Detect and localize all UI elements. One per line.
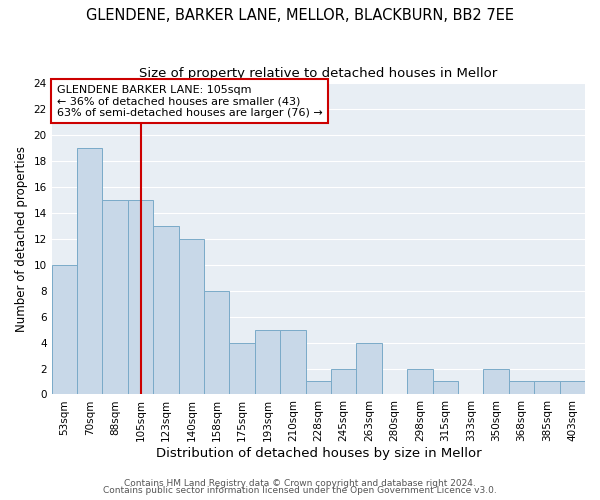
Title: Size of property relative to detached houses in Mellor: Size of property relative to detached ho…	[139, 68, 497, 80]
Bar	[128, 200, 153, 394]
Bar	[305, 382, 331, 394]
Bar	[204, 290, 229, 395]
Bar	[331, 368, 356, 394]
Text: GLENDENE, BARKER LANE, MELLOR, BLACKBURN, BB2 7EE: GLENDENE, BARKER LANE, MELLOR, BLACKBURN…	[86, 8, 514, 22]
Bar	[356, 342, 382, 394]
Bar	[534, 382, 560, 394]
Bar	[179, 239, 204, 394]
Text: GLENDENE BARKER LANE: 105sqm
← 36% of detached houses are smaller (43)
63% of se: GLENDENE BARKER LANE: 105sqm ← 36% of de…	[57, 84, 323, 118]
Bar	[484, 368, 509, 394]
Bar	[560, 382, 585, 394]
Bar	[407, 368, 433, 394]
Bar	[433, 382, 458, 394]
Text: Contains HM Land Registry data © Crown copyright and database right 2024.: Contains HM Land Registry data © Crown c…	[124, 478, 476, 488]
Y-axis label: Number of detached properties: Number of detached properties	[15, 146, 28, 332]
Bar	[103, 200, 128, 394]
Bar	[280, 330, 305, 394]
Bar	[153, 226, 179, 394]
Bar	[77, 148, 103, 394]
X-axis label: Distribution of detached houses by size in Mellor: Distribution of detached houses by size …	[155, 447, 481, 460]
Bar	[52, 264, 77, 394]
Text: Contains public sector information licensed under the Open Government Licence v3: Contains public sector information licen…	[103, 486, 497, 495]
Bar	[229, 342, 255, 394]
Bar	[255, 330, 280, 394]
Bar	[509, 382, 534, 394]
